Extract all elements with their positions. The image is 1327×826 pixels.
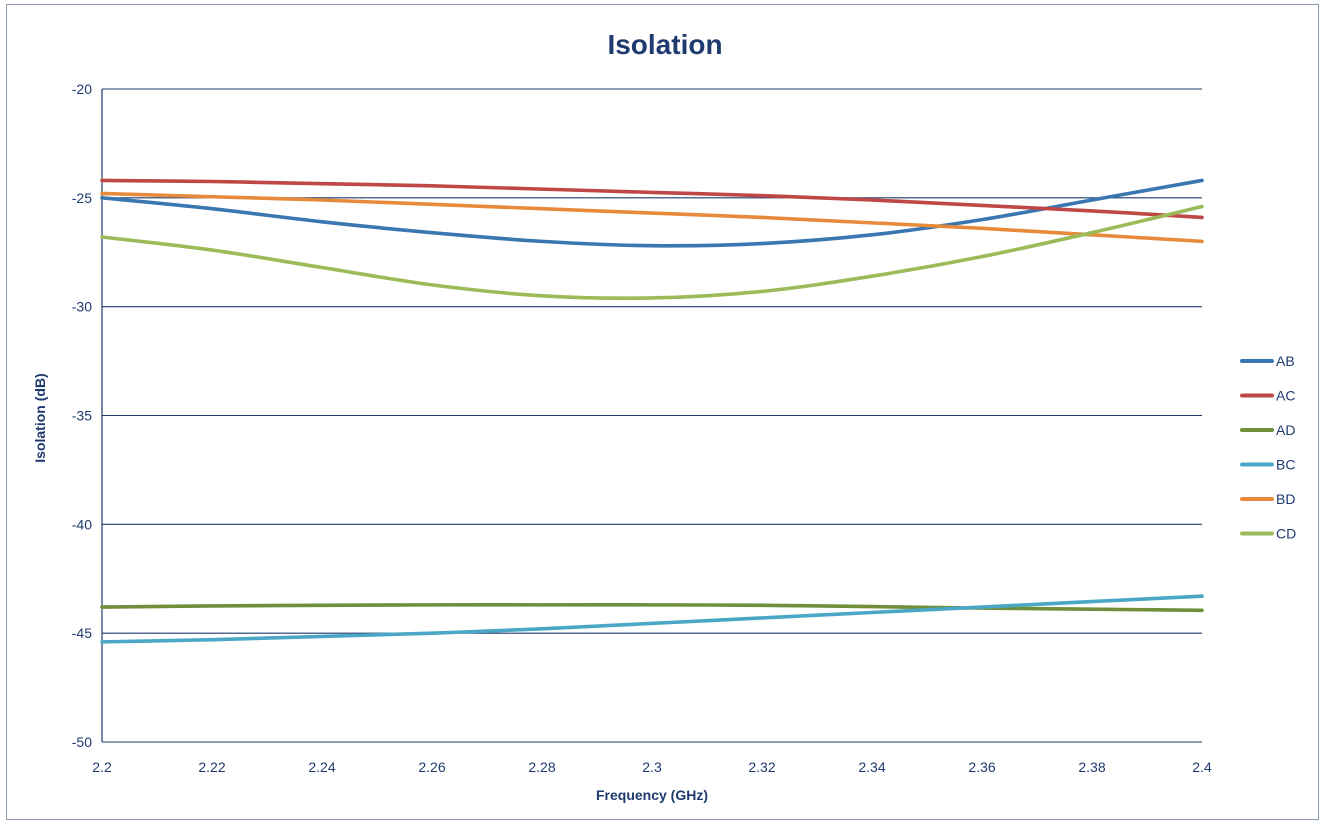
- grid-lines: [102, 88, 1202, 743]
- x-tick-label: 2.34: [858, 759, 885, 775]
- series-line-bc: [100, 594, 1204, 644]
- legend-label: BC: [1276, 457, 1295, 473]
- legend-item-cd: CD: [1240, 526, 1296, 542]
- legend-item-ac: AC: [1240, 388, 1295, 404]
- y-axis-title: Isolation (dB): [32, 373, 48, 462]
- y-tick-label: -35: [72, 408, 92, 424]
- x-tick-label: 2.4: [1192, 759, 1212, 775]
- legend-item-ab: AB: [1240, 353, 1295, 369]
- x-tick-label: 2.38: [1078, 759, 1105, 775]
- x-axis-title: Frequency (GHz): [596, 787, 708, 803]
- legend-item-bd: BD: [1240, 491, 1295, 507]
- legend-label: AB: [1276, 353, 1295, 369]
- y-tick-label: -45: [72, 625, 92, 641]
- x-tick-label: 2.26: [418, 759, 445, 775]
- series-line-bd: [100, 191, 1204, 244]
- series-line-ad: [100, 603, 1204, 613]
- legend-item-ad: AD: [1240, 422, 1295, 438]
- y-tick-label: -20: [72, 81, 92, 97]
- y-tick-label: -40: [72, 516, 92, 532]
- x-tick-labels: 2.2 2.22 2.24 2.26 2.28 2.3 2.32 2.34 2.36 2.38 2.…: [92, 759, 1212, 775]
- series-line-ab: [100, 178, 1204, 248]
- series-line-cd: [100, 204, 1204, 301]
- y-tick-labels: -20 -25 -30 -35 -40 -45 -50: [72, 81, 92, 750]
- x-tick-label: 2.2: [92, 759, 112, 775]
- legend: AB AC AD BC BD CD: [1240, 353, 1296, 542]
- y-tick-label: -50: [72, 734, 92, 750]
- x-tick-label: 2.36: [968, 759, 995, 775]
- legend-item-bc: BC: [1240, 457, 1295, 473]
- legend-label: AC: [1276, 388, 1295, 404]
- chart-frame: Isolation -20 -25 -30 -35 -40 -45 -50 2.2 2.22 2…: [6, 4, 1319, 820]
- isolation-chart: Isolation -20-25-30-35-40-45-50 2.2 2.22 2…: [32, 29, 1296, 803]
- legend-label: AD: [1276, 422, 1295, 438]
- x-tick-label: 2.24: [308, 759, 335, 775]
- legend-label: CD: [1276, 526, 1296, 542]
- y-tick-label: -30: [72, 299, 92, 315]
- x-tick-label: 2.32: [748, 759, 775, 775]
- chart-title: Isolation: [607, 29, 722, 60]
- x-tick-label: 2.22: [198, 759, 225, 775]
- x-tick-label: 2.28: [528, 759, 555, 775]
- series-lines: [100, 178, 1204, 644]
- legend-label: BD: [1276, 491, 1295, 507]
- x-tick-label: 2.3: [642, 759, 662, 775]
- series-line-ac: [100, 178, 1204, 220]
- y-tick-label: -25: [72, 190, 92, 206]
